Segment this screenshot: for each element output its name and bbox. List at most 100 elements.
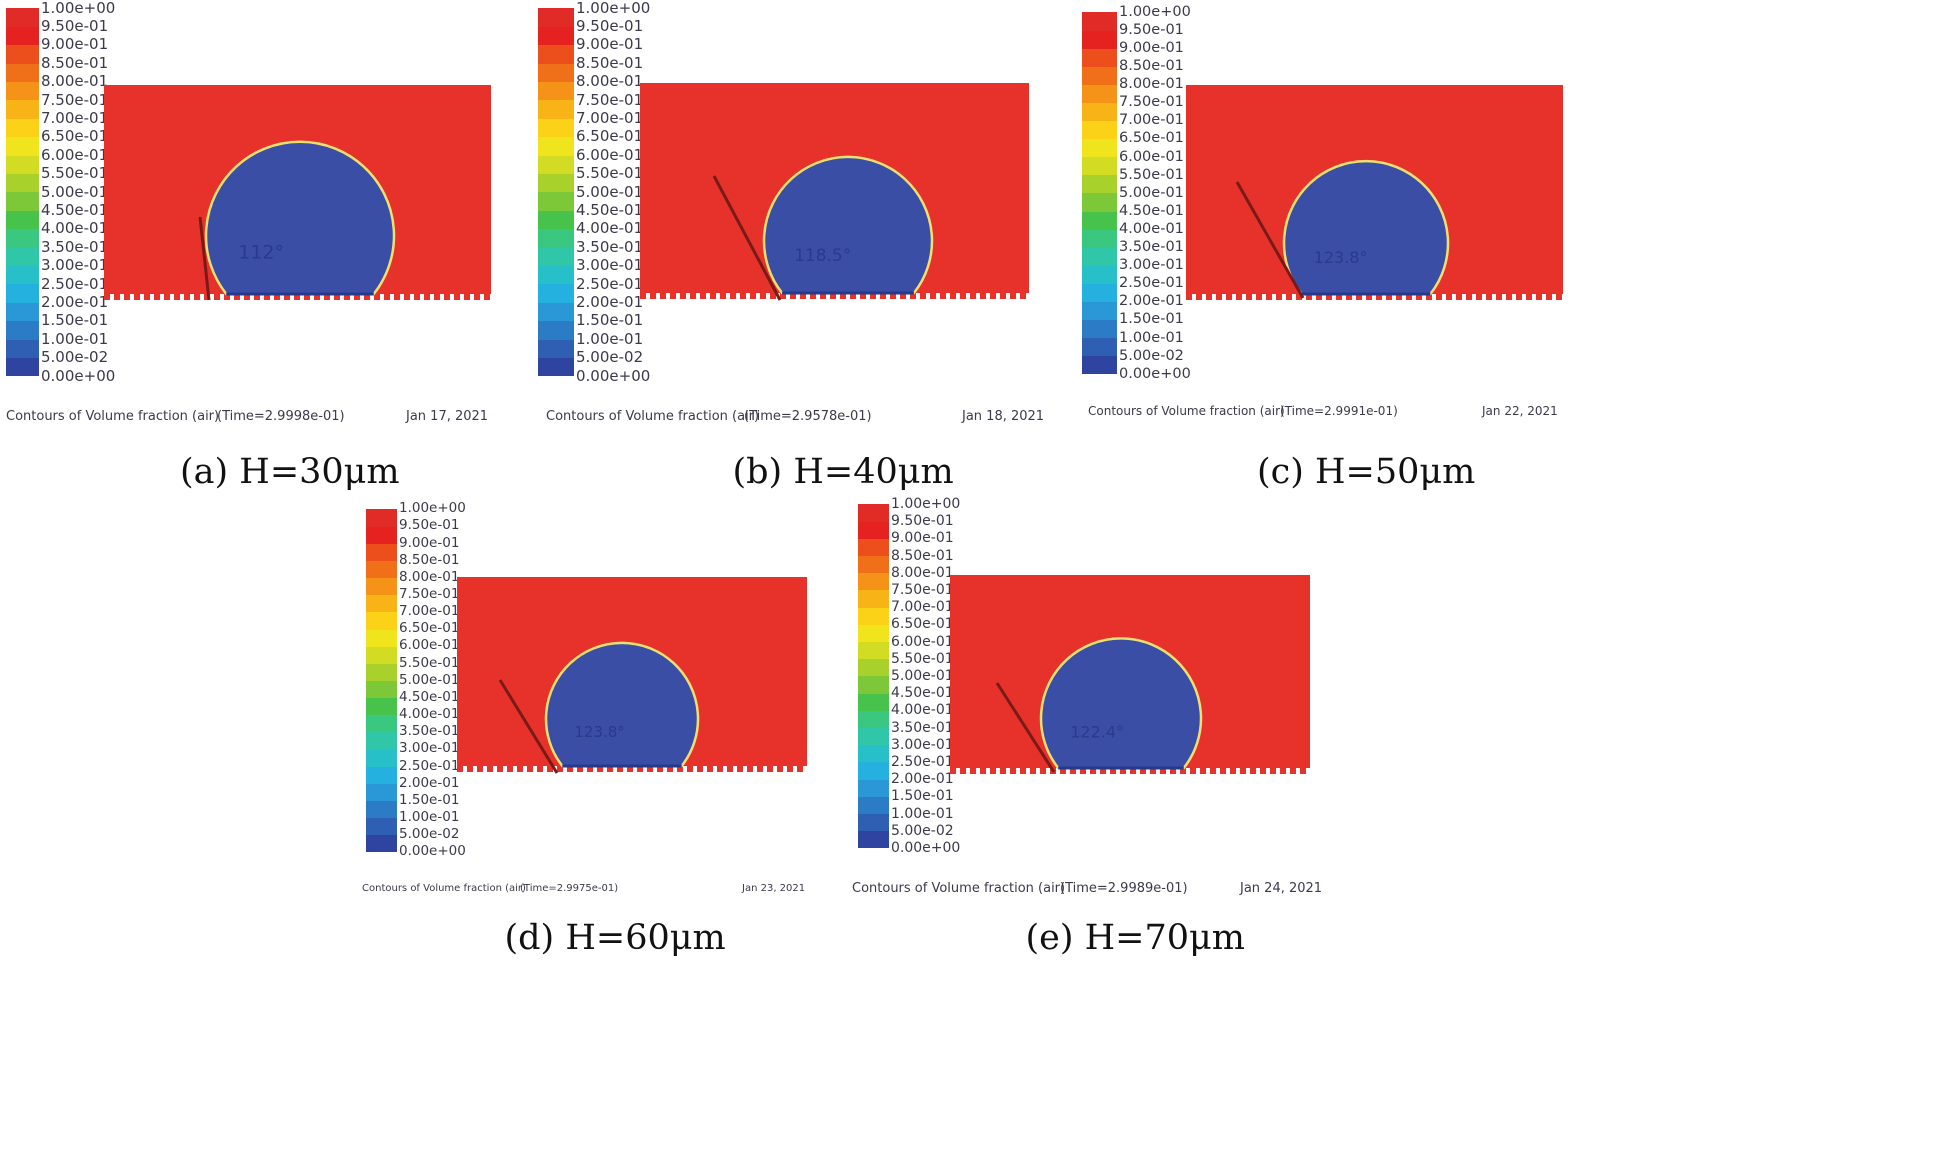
surface-pillar [1346,293,1352,300]
legend-swatch [6,320,39,340]
footer-date: Jan 22, 2021 [1482,404,1558,418]
legend-tick-label: 1.50e-01 [41,311,109,330]
legend-tick-label: 8.50e-01 [1119,58,1184,75]
surface-pillar [800,292,806,299]
legend-tick-label: 9.50e-01 [576,16,644,35]
legend-swatch [858,727,889,746]
surface-pillar [164,293,170,300]
legend-tick-label: 7.50e-01 [576,90,644,109]
legend-swatch [6,100,39,119]
legend-swatch [858,607,889,625]
legend-tick-label: 4.00e-01 [576,219,644,238]
legend-tick-label: 5.50e-01 [576,164,644,183]
surface-pillar [1186,293,1192,300]
footer-time: (Time=2.9989e-01) [1060,881,1188,896]
surface-pillar [1020,292,1026,299]
legend-swatch [538,100,574,119]
surface-pillar [970,292,976,299]
legend-swatch [6,265,39,285]
surface-pillar [1326,293,1332,300]
legend-swatch [538,228,574,248]
surface-pillar [1476,293,1482,300]
legend-tick-label: 3.50e-01 [891,719,954,736]
surface-pillar [1276,293,1282,300]
legend-swatch [538,302,574,322]
legend-tick-label: 4.50e-01 [1119,202,1184,219]
surface-pillar [1406,293,1412,300]
surface-pillar [697,765,703,772]
legend-swatch [538,339,574,359]
surface-pillar [607,765,613,772]
contact-angle-line [995,682,1056,773]
surface-pillar [474,293,480,300]
droplet [762,155,934,295]
surface-pillar [680,292,686,299]
legend-swatch [6,136,39,156]
surface-pillar [507,765,513,772]
legend-swatch [366,543,397,561]
panel-caption: (e) H=70μm [1025,918,1245,958]
legend-tick-label: 9.50e-01 [891,513,954,530]
surface-pillar [484,293,490,300]
surface-pillar [780,292,786,299]
legend-swatch [538,155,574,175]
surface-pillar [1536,293,1542,300]
legend-swatch [1082,265,1117,284]
legend-tick-label: 3.50e-01 [1119,239,1184,256]
surface-pillar [464,293,470,300]
legend-swatch [1082,138,1117,158]
surface-pillar [637,765,643,772]
footer-title: Contours of Volume fraction (air) [1088,404,1285,418]
legend-swatch [1082,174,1117,194]
surface-pillar [1426,293,1432,300]
surface-pillar [1366,293,1372,300]
legend-swatch [1082,193,1117,212]
surface-pillar [1080,767,1086,774]
surface-pillar [1170,767,1176,774]
legend-tick-label: 2.50e-01 [41,274,109,293]
legend-tick-label: 8.50e-01 [576,53,644,72]
legend-swatch [1082,120,1117,140]
legend-swatch [366,509,397,527]
legend-tick-label: 2.00e-01 [399,774,460,791]
surface-pillar [1556,293,1562,300]
legend-tick-label: 1.00e+00 [399,500,466,517]
surface-pillar [1416,293,1422,300]
surface-pillar [1230,767,1236,774]
surface-pillar [1246,293,1252,300]
surface-pillar [1210,767,1216,774]
fluid-domain [640,83,1029,293]
surface-pillar [384,293,390,300]
surface-pillar [960,292,966,299]
legend-swatch [1082,337,1117,357]
surface-pillar [1250,767,1256,774]
surface-pillar [627,765,633,772]
legend-swatch [858,744,889,763]
legend-swatch [858,590,889,608]
surface-pillar [444,293,450,300]
surface-pillar [810,292,816,299]
surface-pillar [940,292,946,299]
surface-pillar [687,765,693,772]
surface-pillar [870,292,876,299]
legend-swatch [366,611,397,630]
legend-tick-label: 7.00e-01 [576,108,644,127]
surface-pillar [1286,293,1292,300]
legend-tick-label: 2.00e-01 [1119,293,1184,310]
legend-swatch [538,44,574,64]
legend-swatch [366,749,397,767]
surface-pillar [144,293,150,300]
legend-swatch [366,629,397,647]
legend-swatch [6,26,39,46]
surface-pillar [194,293,200,300]
surface-pillar [1376,293,1382,300]
legend-tick-label: 9.00e-01 [399,534,460,551]
legend-tick-label: 5.00e-02 [891,822,954,839]
legend-swatch [366,697,397,716]
surface-pillar [434,293,440,300]
footer-title: Contours of Volume fraction (air) [546,409,760,424]
surface-pillar [1290,767,1296,774]
surface-pillar [587,765,593,772]
legend-swatch [366,817,397,836]
